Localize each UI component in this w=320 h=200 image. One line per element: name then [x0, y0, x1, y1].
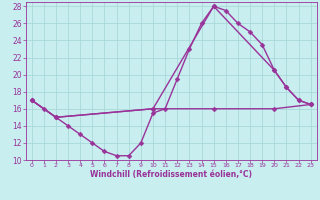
X-axis label: Windchill (Refroidissement éolien,°C): Windchill (Refroidissement éolien,°C): [90, 170, 252, 179]
